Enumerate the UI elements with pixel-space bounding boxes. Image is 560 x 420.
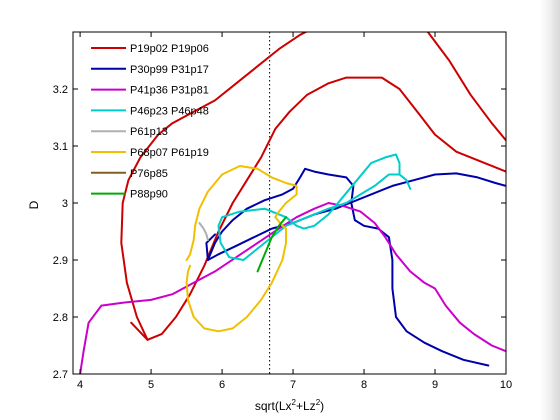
series-line-3-seg-0 <box>242 173 412 261</box>
x-axis-label-end: ) <box>320 399 324 413</box>
legend-entry: P46p23 P46p48 <box>130 105 209 117</box>
x-tick-label: 4 <box>77 379 83 391</box>
y-tick-label: 2.9 <box>53 255 68 267</box>
series-line-1-seg-2 <box>205 233 216 261</box>
series-line-2-seg-0 <box>79 202 506 374</box>
x-tick-label: 5 <box>148 379 154 391</box>
legend-entry: P68p07 P61p19 <box>130 147 209 159</box>
x-tick-label: 8 <box>361 379 367 391</box>
legend-entry: P19p02 P19p06 <box>130 43 209 55</box>
x-axis-label-sup1: 2 <box>292 398 297 407</box>
series-line-3-seg-1 <box>217 153 401 261</box>
x-tick-label: 9 <box>432 379 438 391</box>
x-axis-label-sup2: 2 <box>316 398 321 407</box>
y-tick-label: 3.2 <box>53 84 68 96</box>
series-line-5-seg-0 <box>185 165 298 333</box>
x-axis-label-mid: +Lz <box>296 399 316 413</box>
series-line-4-seg-0 <box>198 222 209 241</box>
series-line-0-seg-1 <box>120 32 506 341</box>
x-tick-label: 7 <box>290 379 296 391</box>
legend-entry: P41p36 P31p81 <box>130 85 209 97</box>
series-line-7-seg-0 <box>256 216 287 273</box>
y-tick-label: 2.8 <box>53 312 68 324</box>
y-axis-label: D <box>27 200 41 209</box>
y-tick-label: 3 <box>62 198 68 210</box>
x-tick-label: 10 <box>500 379 512 391</box>
tick-layer: 4 5 6 7 8 9 10 2.7 2.8 2.9 3 3.1 3.2 <box>53 32 512 391</box>
legend-entry: P30p99 P31p17 <box>130 64 209 76</box>
legend-entry: P61p13 <box>130 126 168 138</box>
legend: P19p02 P19p06 P30p99 P31p17 P41p36 P31p81 P… <box>91 43 209 201</box>
y-tick-label: 3.1 <box>53 141 68 153</box>
series-layer <box>79 32 506 374</box>
plot-area <box>73 32 506 374</box>
legend-entry: P88p90 <box>130 189 168 201</box>
series-line-0-seg-0 <box>130 76 506 341</box>
x-tick-label: 6 <box>219 379 225 391</box>
y-tick-label: 2.7 <box>53 369 68 381</box>
legend-entry: P76p85 <box>130 168 168 180</box>
series-line-1-seg-0 <box>206 172 506 261</box>
x-axis-label: sqrt(Lx2+Lz2) <box>255 398 324 413</box>
